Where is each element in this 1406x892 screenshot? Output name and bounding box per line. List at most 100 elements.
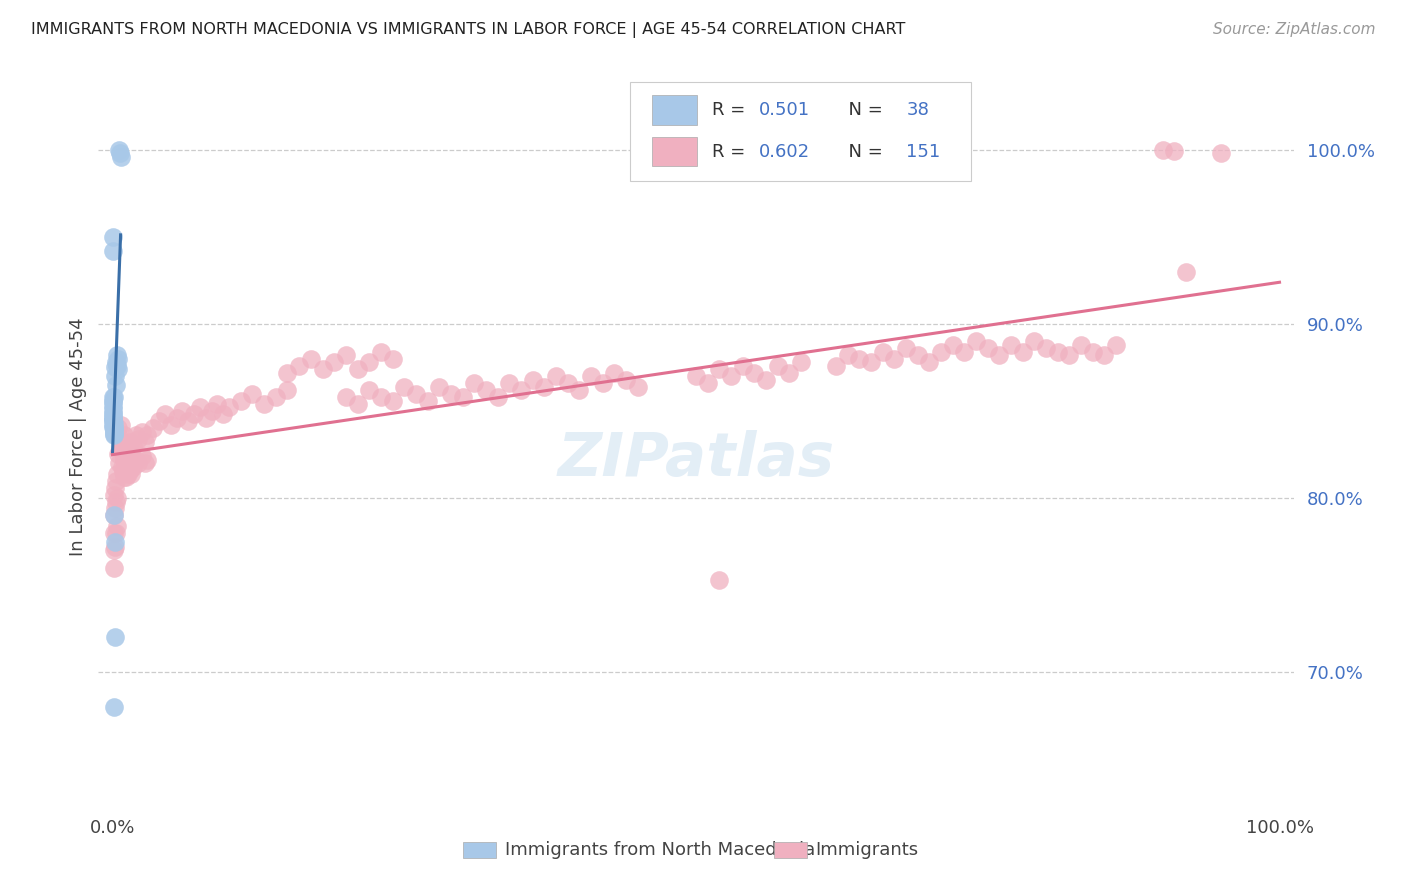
Point — [872, 344, 894, 359]
Point — [1175, 265, 1198, 279]
Point — [125, 428, 148, 442]
Point — [103, 414, 125, 428]
Point — [103, 487, 125, 501]
Point — [118, 435, 141, 450]
Point — [131, 425, 153, 439]
Point — [183, 408, 205, 422]
Point — [101, 393, 124, 408]
Point — [105, 359, 128, 373]
Point — [744, 366, 766, 380]
Point — [103, 419, 125, 434]
Point — [1000, 338, 1022, 352]
Point — [122, 459, 145, 474]
Point — [112, 428, 135, 442]
Point — [1105, 338, 1128, 352]
Point — [107, 421, 129, 435]
Point — [212, 408, 235, 422]
Point — [359, 383, 381, 397]
Point — [311, 362, 333, 376]
Point — [136, 452, 159, 467]
Point — [120, 446, 142, 460]
Point — [299, 351, 322, 366]
Text: ZIPatlas: ZIPatlas — [557, 430, 835, 489]
Point — [579, 369, 602, 384]
Point — [1070, 338, 1092, 352]
Point — [131, 449, 153, 463]
Point — [104, 474, 127, 488]
Point — [731, 359, 754, 373]
Bar — [652, 137, 697, 167]
Point — [965, 334, 987, 349]
Point — [111, 435, 134, 450]
Point — [108, 430, 131, 444]
Point — [136, 428, 159, 442]
Text: Source: ZipAtlas.com: Source: ZipAtlas.com — [1212, 22, 1375, 37]
Point — [142, 421, 165, 435]
Point — [120, 467, 142, 481]
Point — [988, 348, 1011, 362]
Point — [755, 373, 778, 387]
Point — [107, 351, 129, 366]
Point — [544, 369, 567, 384]
Point — [709, 362, 731, 376]
Point — [110, 150, 132, 164]
Point — [696, 376, 718, 390]
Point — [790, 355, 813, 369]
Point — [127, 432, 149, 446]
Point — [253, 397, 276, 411]
Point — [440, 386, 463, 401]
Point — [114, 439, 136, 453]
Point — [1024, 334, 1046, 349]
Point — [103, 390, 125, 404]
Point — [778, 366, 800, 380]
Point — [825, 359, 848, 373]
Text: N =: N = — [837, 101, 889, 120]
Point — [242, 386, 264, 401]
Point — [101, 402, 124, 417]
Point — [451, 390, 474, 404]
Point — [134, 435, 156, 450]
Point — [207, 397, 229, 411]
Point — [486, 390, 509, 404]
Point — [115, 449, 138, 463]
Point — [848, 351, 870, 366]
Point — [720, 369, 742, 384]
Point — [101, 399, 124, 413]
Point — [592, 376, 614, 390]
Point — [359, 355, 381, 369]
Point — [346, 397, 368, 411]
Point — [103, 425, 125, 439]
Text: 0.602: 0.602 — [759, 143, 810, 161]
Point — [104, 494, 127, 508]
Point — [533, 379, 555, 393]
Point — [288, 359, 311, 373]
Point — [103, 416, 125, 430]
Point — [335, 390, 357, 404]
Point — [110, 417, 132, 432]
Point — [125, 452, 148, 467]
Point — [118, 463, 141, 477]
Text: 38: 38 — [907, 101, 929, 120]
Point — [1094, 348, 1116, 362]
Point — [837, 348, 859, 362]
Point — [101, 390, 124, 404]
Text: Immigrants from North Macedonia: Immigrants from North Macedonia — [505, 840, 815, 859]
Point — [392, 379, 415, 393]
Point — [103, 412, 125, 426]
Point — [907, 348, 929, 362]
Point — [229, 393, 252, 408]
Point — [370, 390, 392, 404]
Point — [709, 573, 731, 587]
Point — [104, 369, 127, 384]
Point — [977, 341, 1000, 355]
Point — [103, 423, 125, 437]
Point — [1046, 344, 1069, 359]
Point — [110, 442, 132, 457]
Point — [105, 348, 128, 362]
Point — [105, 519, 128, 533]
Point — [381, 351, 404, 366]
Point — [107, 362, 129, 376]
Point — [118, 456, 141, 470]
Point — [166, 411, 188, 425]
Point — [370, 344, 392, 359]
